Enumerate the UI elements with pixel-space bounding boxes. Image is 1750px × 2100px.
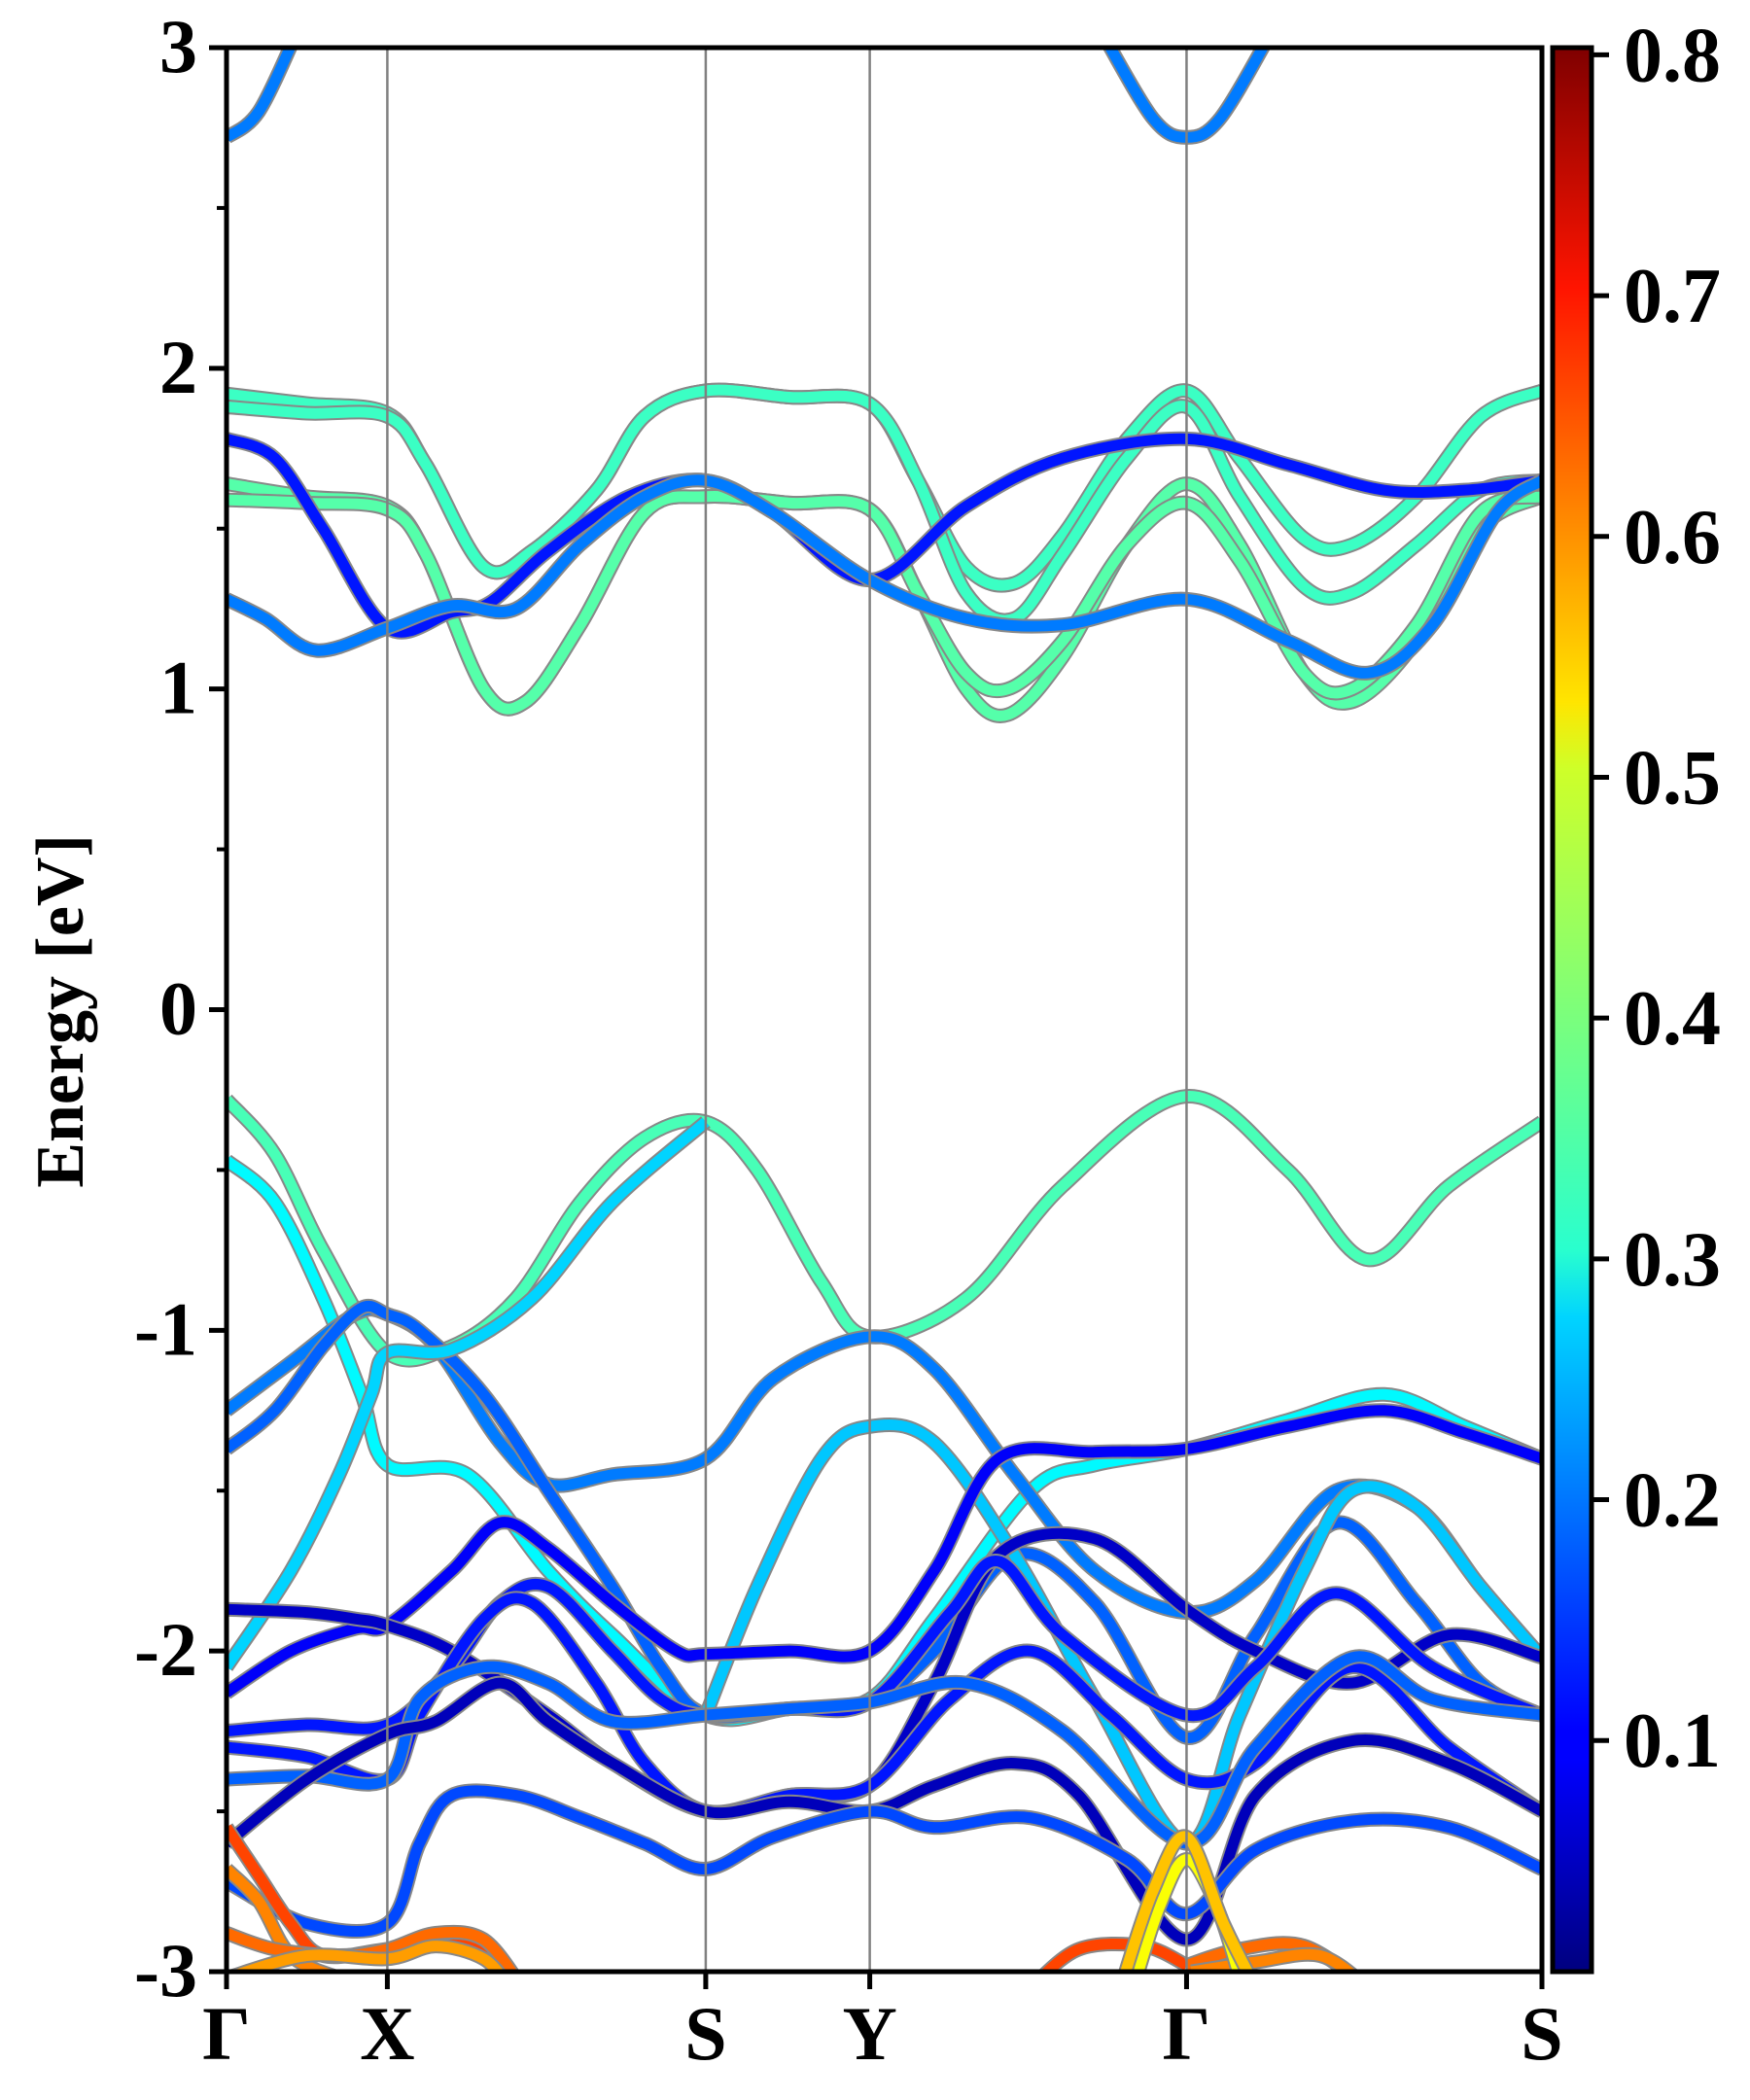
band-vb-11	[227, 1651, 1542, 1849]
x-tick-label: S	[684, 1991, 726, 2076]
colorbar-tick-label: 0.2	[1624, 1458, 1721, 1544]
x-tick-label: Γ	[1163, 1991, 1211, 2076]
colorbar-tick-label: 0.4	[1624, 976, 1721, 1062]
colorbar-tick-label: 0.1	[1624, 1698, 1721, 1784]
colorbar-tick-label: 0.7	[1624, 254, 1721, 339]
band-vb-6	[700, 1418, 1542, 1849]
band-cb-2	[227, 384, 1542, 626]
x-tick-label: S	[1521, 1991, 1562, 2076]
band-vb-7	[227, 1405, 1542, 1698]
y-axis-label: Energy [eV]	[23, 834, 98, 1188]
band-vb-5	[227, 1117, 710, 1670]
colorbar-tick-label: 0.6	[1624, 495, 1721, 580]
colorbar-tick-label: 0.3	[1624, 1217, 1721, 1303]
kpoint-lines	[386, 48, 1188, 1972]
band-vb-13	[227, 1785, 1542, 1938]
band-outline	[227, 1089, 1542, 1368]
y-tick-label: -3	[134, 1928, 197, 2012]
x-tick-label: Γ	[202, 1991, 251, 2076]
y-tick-label: -1	[134, 1286, 197, 1371]
band-vb-1	[227, 1091, 1542, 1366]
x-tick-label: Y	[842, 1991, 896, 2076]
y-axis: 3 2 1 0 -1 -2 -3	[134, 4, 227, 2012]
colorbar: 0.1 0.2 0.3 0.4 0.5 0.6 0.7 0.8	[1550, 13, 1721, 1975]
band-cb-6	[227, 474, 1542, 679]
band-vb-10	[227, 1592, 1542, 1818]
colorbar-tick-label: 0.5	[1624, 735, 1721, 821]
x-tick-label: X	[360, 1991, 414, 2076]
y-tick-label: 2	[159, 325, 197, 409]
band-outline	[227, 1403, 1542, 1699]
colorbar-gradient	[1550, 45, 1594, 1975]
y-tick-label: 0	[159, 966, 197, 1051]
band-cb-4	[227, 490, 1542, 715]
band-deep-4	[228, 1941, 505, 1972]
y-tick-label: -2	[134, 1607, 197, 1692]
bands-group	[227, 48, 1542, 1972]
colorbar-tick-label: 0.8	[1624, 13, 1721, 98]
y-tick-label: 3	[159, 4, 197, 88]
y-tick-label: 1	[159, 646, 197, 730]
